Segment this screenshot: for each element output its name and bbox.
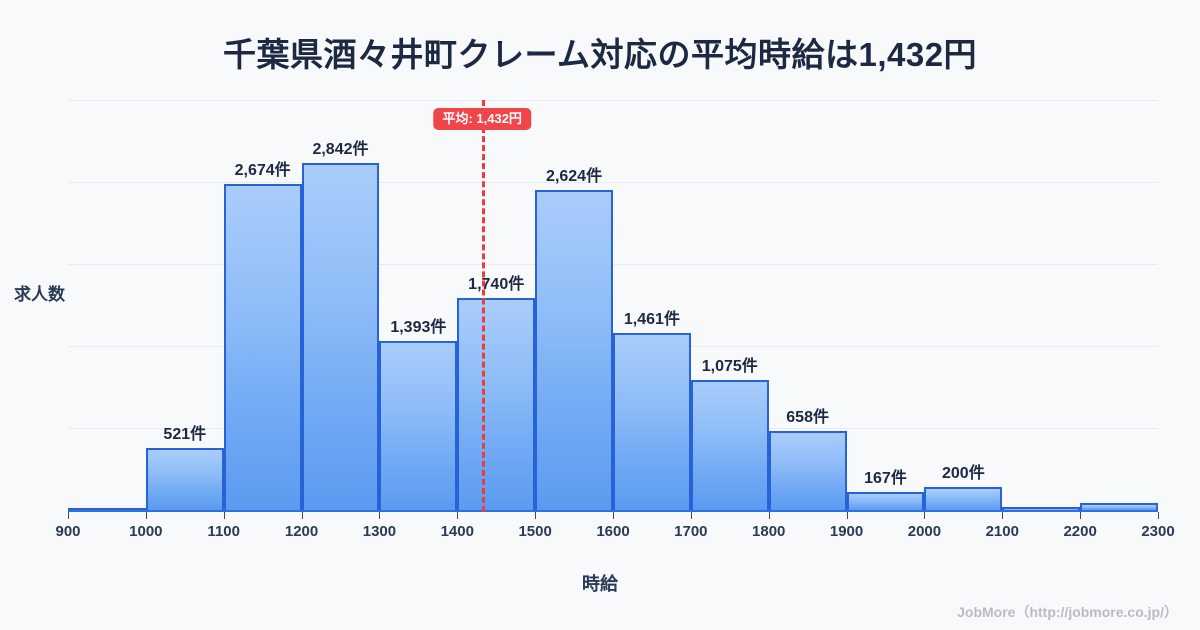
bar-rect — [924, 487, 1003, 512]
x-tick — [690, 512, 692, 519]
bar-900-1000 — [68, 100, 146, 512]
bar-value-label: 1,740件 — [468, 276, 525, 294]
bar-value-label: 2,674件 — [234, 161, 291, 179]
page-title: 千葉県酒々井町クレーム対応の平均時給は1,432円 — [222, 36, 978, 73]
x-tick — [613, 512, 614, 519]
x-tick — [68, 512, 69, 519]
x-tick — [379, 512, 381, 519]
x-tick — [846, 512, 848, 519]
average-badge: 平均: 1,432円 — [433, 108, 531, 130]
bar-2000-2100: 200件 — [924, 100, 1003, 512]
bar-value-label: 1,393件 — [390, 318, 447, 336]
x-tick — [1158, 512, 1159, 519]
x-axis-title: 時給 — [582, 574, 618, 594]
x-tick-label: 900 — [55, 523, 81, 540]
x-tick-label: 1200 — [284, 523, 319, 540]
x-tick — [145, 512, 147, 519]
average-line — [482, 100, 486, 512]
bar-1600-1700: 1,461件 — [613, 100, 691, 512]
x-tick-label: 1700 — [674, 523, 708, 540]
bar-value-label: 658件 — [786, 409, 829, 427]
bar-value-label: 521件 — [163, 426, 207, 444]
bar-1200-1300: 2,842件 — [301, 100, 380, 512]
gridline — [68, 182, 1158, 183]
bar-rect — [457, 298, 536, 512]
bar-rect — [145, 448, 224, 512]
x-axis-line — [68, 510, 1158, 512]
bar-1400-1500: 1,740件 — [457, 100, 536, 512]
bar-value-label: 1,075件 — [701, 358, 758, 375]
x-tick — [768, 512, 770, 519]
bar-rect — [379, 340, 458, 512]
bar-1000-1100: 521件 — [145, 100, 224, 512]
bar-2200-2300 — [1080, 100, 1158, 512]
bar-2100-2200 — [1002, 100, 1081, 512]
bar-1700-1800: 1,075件 — [690, 100, 769, 512]
x-tick-label: 1500 — [518, 523, 552, 540]
x-tick-label: 1100 — [207, 523, 240, 540]
y-axis-title: 求人数 — [14, 285, 65, 304]
x-tick — [1002, 512, 1004, 519]
bar-rect — [223, 183, 302, 512]
x-tick-label: 2000 — [907, 523, 942, 540]
bar-1900-2000: 167件 — [846, 100, 925, 512]
bar-series: 521件 2,674件 2,842件 1,393件 1,740件 2,624件 1,461件… — [68, 100, 1158, 512]
bar-1500-1600: 2,624件 — [535, 100, 613, 512]
bar-rect — [613, 332, 691, 512]
x-tick-label: 1400 — [440, 523, 474, 540]
x-tick-label: 2300 — [1141, 523, 1175, 540]
gridline — [68, 264, 1158, 265]
x-tick — [535, 512, 537, 519]
x-tick-label: 1300 — [362, 523, 397, 540]
source-watermark: JobMore（http://jobmore.co.jp/） — [957, 604, 1178, 620]
x-tick-label: 1600 — [596, 523, 630, 540]
x-tick — [301, 512, 303, 519]
x-tick-label: 1800 — [752, 523, 786, 540]
x-tick-label: 2100 — [985, 523, 1019, 540]
bar-rect — [690, 380, 769, 512]
bar-value-label: 2,624件 — [546, 167, 603, 185]
x-tick — [223, 512, 225, 519]
x-tick — [1080, 512, 1082, 519]
bar-rect — [846, 491, 925, 512]
bar-value-label: 200件 — [941, 465, 985, 483]
gridline — [68, 100, 1158, 101]
bar-value-label: 1,461件 — [623, 310, 680, 328]
x-tick-label: 2200 — [1063, 523, 1097, 540]
x-tick-label: 1900 — [829, 523, 864, 540]
x-tick — [924, 512, 926, 519]
bar-rect — [768, 431, 847, 512]
bar-1300-1400: 1,393件 — [379, 100, 458, 512]
bar-rect — [535, 189, 613, 512]
bar-value-label: 2,842件 — [312, 141, 369, 158]
x-tick-label: 1000 — [129, 523, 163, 540]
x-tick — [457, 512, 459, 519]
bar-1800-1900: 658件 — [768, 100, 847, 512]
plot-area: 521件 2,674件 2,842件 1,393件 1,740件 2,624件 1,461件… — [55, 100, 1175, 540]
bar-rect — [301, 163, 380, 512]
bar-value-label: 167件 — [864, 469, 907, 487]
bar-1100-1200: 2,674件 — [223, 100, 302, 512]
